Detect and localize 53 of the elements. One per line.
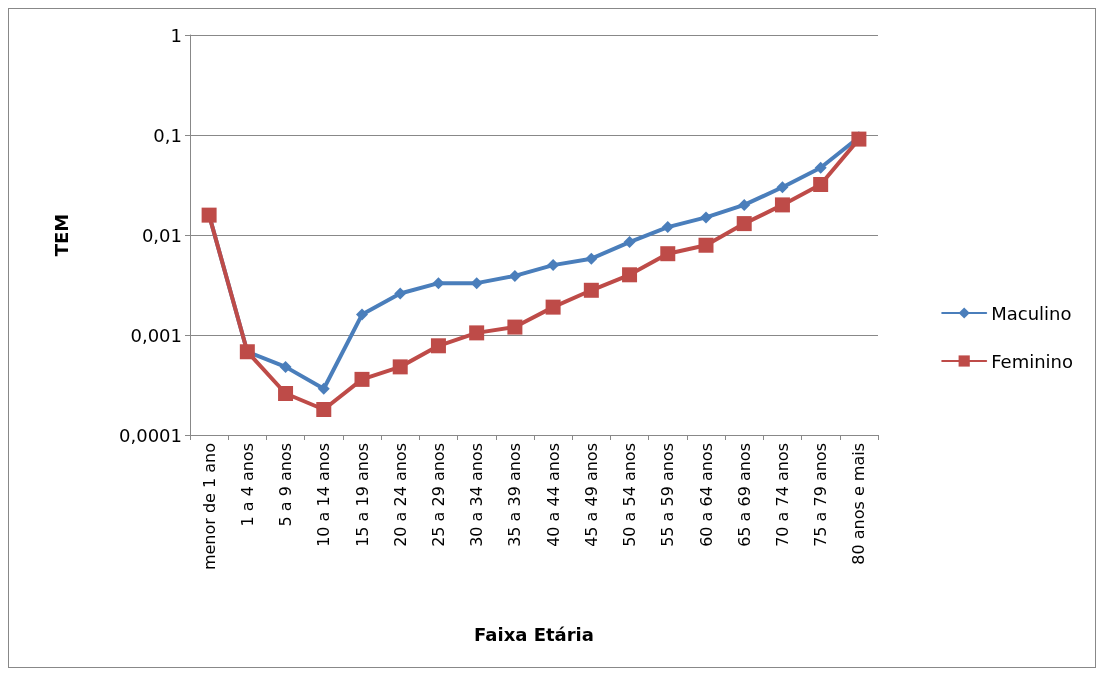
point [545,299,561,315]
x-tick-label: menor de 1 ano [199,443,219,571]
x-tick-label: 25 a 29 anos [428,443,448,547]
y-tick-label: 0,01 [141,224,182,246]
point [278,386,294,401]
x-tick-label: 20 a 24 anos [390,443,410,547]
x-tick-label: 45 a 49 anos [581,443,601,547]
legend-label: Feminino [991,350,1073,372]
point [698,237,714,253]
point [814,161,827,174]
x-tick-label: 70 a 74 anos [772,443,792,547]
x-tick-label: 60 a 64 anos [696,443,716,547]
point [585,252,598,265]
point [774,197,790,213]
x-tick-label: 10 a 14 anos [314,443,334,547]
point [661,221,674,234]
point [356,308,368,321]
point [316,401,332,417]
point [736,216,752,232]
x-tick-label: 35 a 39 anos [505,443,525,547]
point [622,267,638,283]
point [469,325,485,341]
y-tick-label: 0,1 [153,124,182,146]
x-tick-label: 15 a 19 anos [352,443,372,547]
point [430,338,446,354]
point [700,211,712,224]
x-tick-label: 80 anos e mais [849,443,869,565]
point [583,282,599,298]
point [507,319,523,335]
y-tick-label: 0,001 [130,324,182,346]
x-tick-label: 1 a 4 anos [237,443,257,527]
point [394,287,407,300]
x-tick-label: 50 a 54 anos [620,443,640,547]
point [623,236,636,249]
point [279,360,292,373]
legend-label: Maculino [991,302,1072,324]
y-axis-title: TEM [50,213,72,257]
point [660,246,676,262]
x-tick-label: 40 a 44 anos [543,443,563,547]
point [354,371,370,387]
x-tick-label: 55 a 59 anos [658,443,678,547]
x-axis-title: Faixa Etária [474,623,594,645]
x-tick-label: 5 a 9 anos [276,443,296,527]
point [813,176,829,192]
point [738,198,751,211]
x-tick-label: 30 a 34 anos [467,443,487,547]
y-tick-label: 1 [170,24,182,46]
point [776,181,789,194]
y-tick-label: 0,0001 [119,424,182,446]
x-tick-label: 65 a 69 anos [734,443,754,547]
x-tick-label: 75 a 79 anos [811,443,831,547]
point [317,382,330,395]
point [392,359,408,375]
